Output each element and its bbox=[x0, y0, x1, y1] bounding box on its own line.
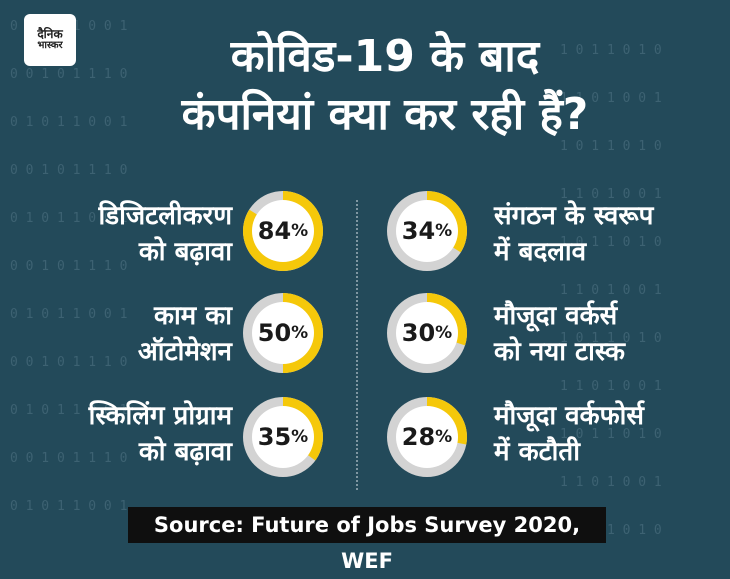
donut-chart: 50% bbox=[242, 292, 324, 374]
donut-svg bbox=[387, 397, 467, 477]
donut-svg bbox=[387, 191, 467, 271]
stat-label-line2: को बढ़ावा bbox=[138, 237, 232, 267]
donut-chart: 28% bbox=[386, 396, 468, 478]
stat-label: संगठन के स्वरूप में बदलाव bbox=[494, 198, 724, 270]
binary-digits: 0 1 0 1 1 0 0 1 bbox=[10, 499, 127, 514]
percent-symbol: % bbox=[435, 221, 453, 241]
stat-label: मौजूदा वर्कफोर्स में कटौती bbox=[494, 398, 724, 470]
stat-label: स्किलिंग प्रोग्राम को बढ़ावा bbox=[20, 398, 232, 470]
stat-label: काम का ऑटोमेशन bbox=[20, 298, 232, 370]
stat-label-line2: को नया टास्क bbox=[494, 337, 625, 367]
donut-value-number: 30 bbox=[401, 319, 436, 347]
center-divider bbox=[356, 200, 358, 490]
percent-symbol: % bbox=[291, 323, 309, 343]
stat-label-line2: ऑटोमेशन bbox=[137, 337, 232, 367]
binary-digits: 1 1 0 1 0 0 1 bbox=[560, 379, 662, 394]
percent-symbol: % bbox=[291, 427, 309, 447]
donut-value-label: 30% bbox=[386, 292, 468, 374]
stat-label-line2: में कटौती bbox=[494, 437, 580, 467]
donut-value-number: 35 bbox=[257, 423, 292, 451]
donut-value-label: 84% bbox=[242, 190, 324, 272]
donut-value-number: 28 bbox=[401, 423, 436, 451]
stat-label-line1: संगठन के स्वरूप bbox=[494, 201, 654, 231]
stat-label-line1: स्किलिंग प्रोग्राम bbox=[88, 401, 232, 431]
donut-chart: 30% bbox=[386, 292, 468, 374]
binary-digits: 1 1 0 1 0 0 1 bbox=[560, 283, 662, 298]
binary-digits: 1 1 0 1 0 0 1 bbox=[560, 475, 662, 490]
percent-symbol: % bbox=[435, 427, 453, 447]
donut-chart: 35% bbox=[242, 396, 324, 478]
stat-label: मौजूदा वर्कर्स को नया टास्क bbox=[494, 298, 724, 370]
donut-chart: 84% bbox=[242, 190, 324, 272]
donut-svg bbox=[243, 293, 323, 373]
stat-label-line2: में बदलाव bbox=[494, 237, 587, 267]
percent-symbol: % bbox=[291, 221, 309, 241]
donut-svg bbox=[243, 191, 323, 271]
donut-center bbox=[252, 200, 314, 262]
donut-value-number: 84 bbox=[257, 217, 292, 245]
donut-center bbox=[252, 406, 314, 468]
donut-svg bbox=[387, 293, 467, 373]
donut-center bbox=[396, 406, 458, 468]
donut-value-number: 50 bbox=[257, 319, 292, 347]
donut-value-label: 50% bbox=[242, 292, 324, 374]
donut-center bbox=[396, 302, 458, 364]
donut-value-label: 35% bbox=[242, 396, 324, 478]
percent-symbol: % bbox=[435, 323, 453, 343]
stat-label-line1: मौजूदा वर्कफोर्स bbox=[494, 401, 644, 431]
stat-label-line1: मौजूदा वर्कर्स bbox=[494, 301, 618, 331]
source-caption: Source: Future of Jobs Survey 2020, WEF bbox=[128, 507, 606, 573]
donut-svg bbox=[243, 397, 323, 477]
stat-label-line1: डिजिटलीकरण bbox=[98, 201, 232, 231]
title-line1: कोविड-19 के बाद bbox=[230, 31, 540, 82]
donut-value-label: 28% bbox=[386, 396, 468, 478]
logo-line2: भास्कर bbox=[37, 40, 63, 52]
donut-value-number: 34 bbox=[401, 217, 436, 245]
title-line2: कंपनियां क्या कर रही हैं? bbox=[181, 89, 589, 140]
binary-digits: 0 0 1 0 1 1 1 0 bbox=[10, 163, 127, 178]
page-title: कोविड-19 के बाद कंपनियां क्या कर रही हैं… bbox=[80, 28, 690, 144]
donut-center bbox=[252, 302, 314, 364]
stat-label-line2: को बढ़ावा bbox=[138, 437, 232, 467]
stat-label: डिजिटलीकरण को बढ़ावा bbox=[20, 198, 232, 270]
donut-value-label: 34% bbox=[386, 190, 468, 272]
donut-center bbox=[396, 200, 458, 262]
donut-chart: 34% bbox=[386, 190, 468, 272]
stat-label-line1: काम का bbox=[153, 301, 232, 331]
logo-line1: दैनिक bbox=[37, 27, 63, 42]
dainik-bhaskar-logo: दैनिक भास्कर bbox=[24, 14, 76, 66]
